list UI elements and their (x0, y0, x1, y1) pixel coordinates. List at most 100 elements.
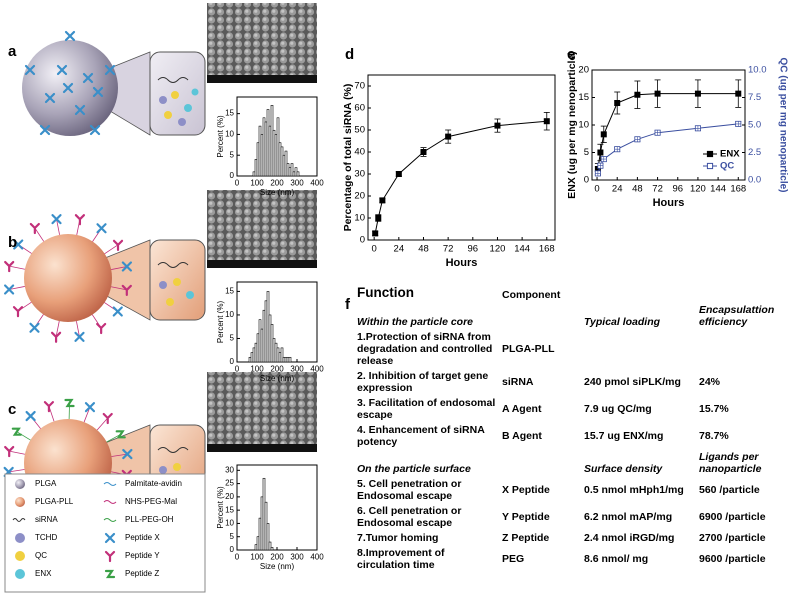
legend-label: TCHD (35, 533, 57, 542)
section-row: On the particle surface Surface density Li… (355, 449, 795, 476)
legend-label: QC (720, 161, 734, 172)
legend-label: QC (35, 551, 47, 560)
y2-tick-label: 5.0 (748, 120, 761, 131)
x-tick-label: 144 (710, 184, 726, 195)
particle-b (24, 234, 206, 322)
peg-chain (55, 321, 60, 337)
table-cell: Function (357, 284, 414, 300)
table-cell: 560 /particle (699, 483, 760, 496)
marker-cross (695, 125, 701, 131)
x-tick-label: 120 (690, 184, 706, 195)
x-tick-label: 100 (250, 553, 264, 562)
table-cell: 6.2 nmol mAP/mg (584, 510, 673, 523)
table-cell: 8.Improvement of circulation time (357, 546, 445, 571)
table-cell: PEG (502, 552, 525, 565)
ligand (50, 331, 62, 343)
bar (268, 541, 272, 551)
marker (735, 90, 742, 97)
x-tick-label: 300 (290, 553, 304, 562)
y-tick-label: 70 (354, 81, 365, 92)
legend-label: siRNA (35, 515, 58, 524)
marker (445, 133, 452, 140)
table-cell: 2. Inhibition of target gene expression (357, 369, 489, 394)
x-tick-label: 168 (539, 244, 555, 255)
ligand (64, 30, 76, 42)
ligand (29, 322, 40, 333)
x-tick-label: 100 (250, 179, 264, 188)
y-tick-label: 0 (360, 235, 365, 246)
table-cell: X Peptide (502, 483, 550, 496)
y-tick-label: 0 (230, 171, 235, 180)
ligand (115, 430, 126, 439)
peg-chain (9, 286, 25, 290)
panel-label: d (345, 46, 354, 63)
x-axis-label: Size (nm) (260, 374, 295, 383)
legend-label: PLL-PEG-OH (125, 515, 174, 524)
y-tick-label: 5 (230, 150, 235, 159)
x-tick-label: 144 (514, 244, 530, 255)
ligand (11, 427, 22, 436)
peg-chain (106, 433, 121, 443)
legend-label: Palmitate-avidin (125, 479, 182, 488)
line (597, 93, 739, 170)
table-cell: 2700 /particle (699, 531, 766, 544)
marker-cross (595, 170, 601, 176)
y-tick-label: 15 (225, 505, 234, 514)
x-tick-label: 48 (632, 184, 643, 195)
y-tick-label: 15 (225, 109, 234, 118)
legend-label: NHS-PEG-Mal (125, 497, 177, 506)
table-cell: 240 pmol siPLK/mg (584, 375, 681, 388)
y2-tick-label: 0.0 (748, 175, 761, 186)
marker (420, 148, 427, 155)
y-axis-label: Percent (%) (216, 301, 225, 344)
bar (252, 171, 256, 177)
x-tick-label: 0 (235, 553, 240, 562)
particle-a (22, 40, 206, 136)
plot-frame (236, 464, 318, 551)
line (374, 120, 547, 234)
y-axis-label: Percent (%) (216, 486, 225, 529)
x-tick-label: 72 (652, 184, 663, 195)
y-tick-label: 10 (225, 310, 234, 319)
table-cell: siRNA (502, 375, 534, 388)
bar (270, 547, 274, 551)
ligand (112, 306, 123, 317)
bar (250, 352, 254, 363)
y-tick-label: 15 (225, 287, 234, 296)
marker (494, 122, 501, 129)
y-tick-label: 10 (225, 519, 234, 528)
peg-chain (9, 450, 25, 455)
table-cell: A Agent (502, 402, 542, 415)
bar (252, 347, 256, 363)
table-cell: Typical loading (584, 315, 661, 328)
marker (379, 197, 386, 204)
table-cell: 24% (699, 375, 721, 388)
y2-tick-label: 2.5 (748, 147, 761, 158)
ligand (4, 284, 15, 295)
table-row: 8.Improvement of circulation time PEG 8.6 … (355, 545, 795, 572)
ligand (96, 223, 107, 234)
x-tick-label: 96 (468, 244, 479, 255)
x-tick-label: 200 (270, 553, 284, 562)
bar (248, 356, 252, 363)
peg-chain (9, 265, 25, 270)
y-tick-label: 50 (354, 125, 365, 136)
y2-tick-label: 7.5 (748, 92, 761, 103)
x-tick-label: 0 (235, 179, 240, 188)
panel-label: c (8, 401, 16, 418)
y-tick-label: 0 (584, 175, 589, 186)
marker (614, 100, 621, 107)
y-tick-label: 10 (225, 130, 234, 139)
peg-chain (56, 219, 60, 235)
table-cell: Within the particle core (357, 315, 474, 328)
marker-cross (597, 163, 604, 169)
table-cell: Z Peptide (502, 531, 550, 544)
y-tick-label: 40 (354, 147, 365, 158)
x-tick-label: 300 (290, 365, 304, 374)
panel-label: e (567, 46, 575, 63)
peg-chain (8, 469, 25, 473)
table-cell: PLGA-PLL (502, 342, 555, 355)
x-tick-label: 200 (270, 365, 284, 374)
legend-label: ENX (35, 569, 52, 578)
